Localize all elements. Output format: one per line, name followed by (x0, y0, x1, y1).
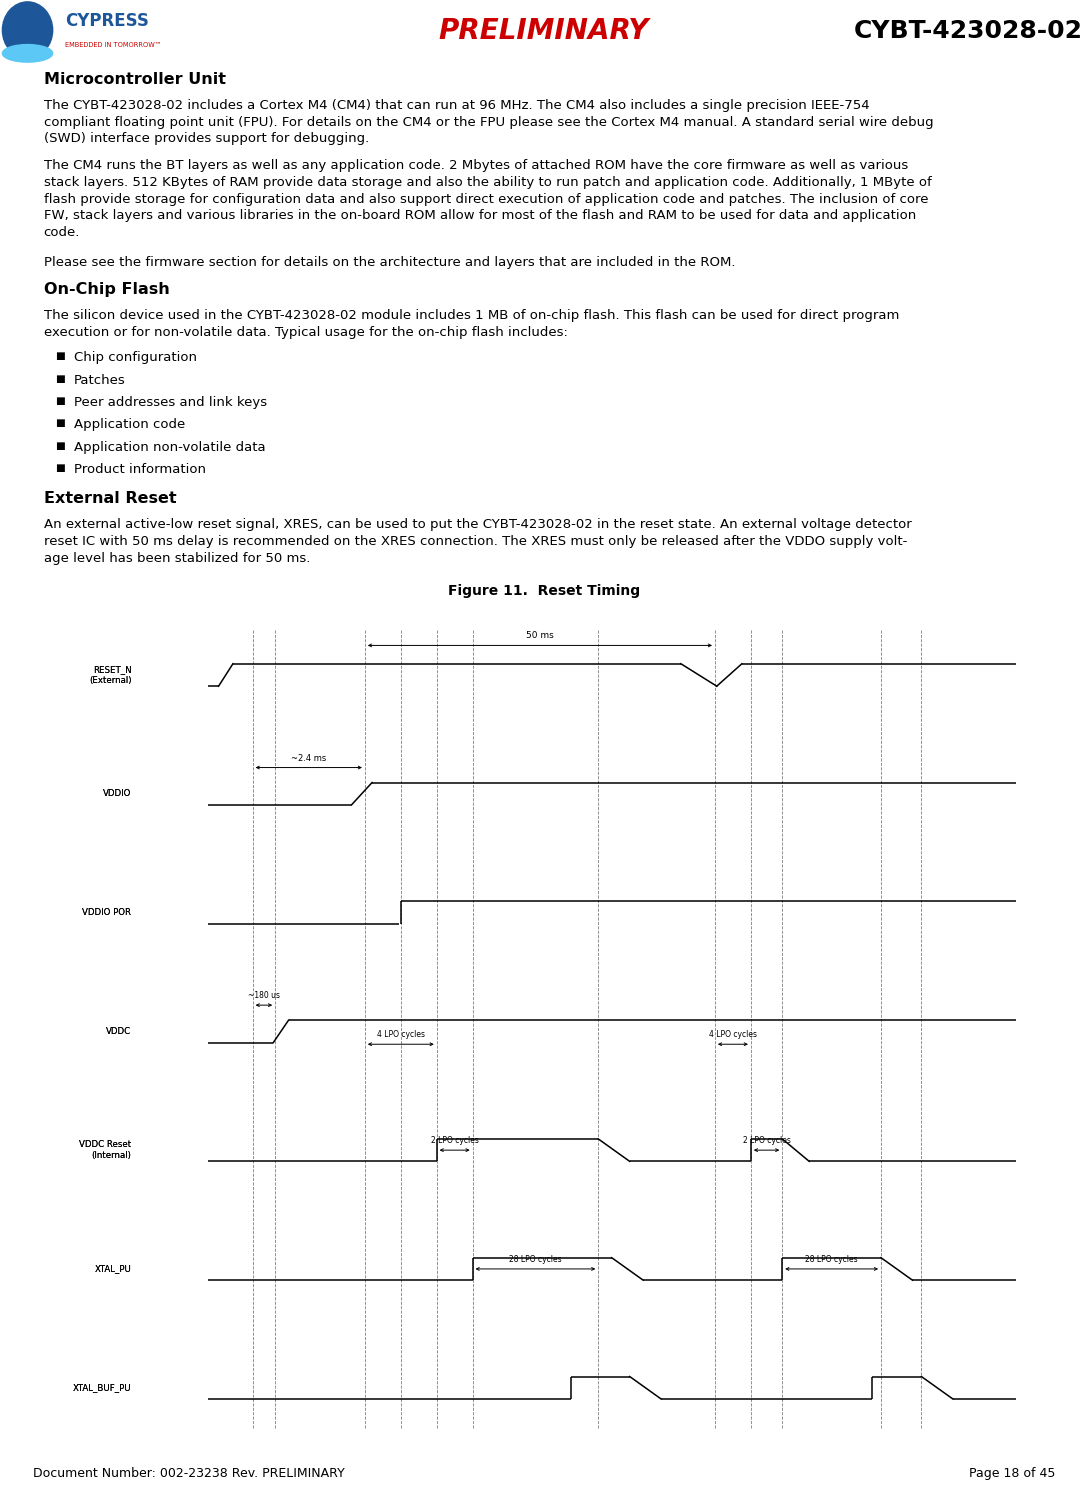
Text: 50 ms: 50 ms (526, 630, 554, 639)
Text: VDDC Reset
(Internal): VDDC Reset (Internal) (79, 1140, 132, 1159)
Text: VDDC: VDDC (107, 1026, 132, 1035)
Text: The CYBT-423028-02 includes a Cortex M4 (CM4) that can run at 96 MHz. The CM4 al: The CYBT-423028-02 includes a Cortex M4 … (44, 99, 934, 145)
Text: Page 18 of 45: Page 18 of 45 (969, 1467, 1055, 1481)
Text: ■: ■ (55, 351, 65, 362)
Text: External Reset: External Reset (44, 492, 176, 506)
Text: Application non-volatile data: Application non-volatile data (74, 441, 265, 454)
Text: Application code: Application code (74, 418, 185, 432)
Ellipse shape (2, 45, 52, 63)
Text: 28 LPO cycles: 28 LPO cycles (509, 1255, 561, 1264)
Text: VDDC: VDDC (107, 1026, 132, 1035)
Text: CYPRESS: CYPRESS (64, 12, 148, 30)
Text: ■: ■ (55, 418, 65, 429)
Text: Microcontroller Unit: Microcontroller Unit (44, 72, 225, 87)
Text: Please see the firmware section for details on the architecture and layers that : Please see the firmware section for deta… (44, 255, 735, 269)
Text: RESET_N
(External): RESET_N (External) (89, 665, 132, 684)
Text: Figure 11.  Reset Timing: Figure 11. Reset Timing (448, 584, 640, 598)
Text: 2 LPO cycles: 2 LPO cycles (431, 1135, 479, 1144)
Text: XTAL_BUF_PU: XTAL_BUF_PU (73, 1383, 132, 1392)
Text: XTAL_PU: XTAL_PU (95, 1264, 132, 1273)
Text: ■: ■ (55, 463, 65, 474)
Text: The CM4 runs the BT layers as well as any application code. 2 Mbytes of attached: The CM4 runs the BT layers as well as an… (44, 158, 931, 239)
Text: 2 LPO cycles: 2 LPO cycles (743, 1135, 791, 1144)
Text: PRELIMINARY: PRELIMINARY (438, 18, 650, 45)
Text: 4 LPO cycles: 4 LPO cycles (709, 1031, 757, 1040)
Text: 28 LPO cycles: 28 LPO cycles (805, 1255, 858, 1264)
Text: VDDIO: VDDIO (103, 789, 132, 798)
Ellipse shape (2, 1, 52, 58)
Text: The silicon device used in the CYBT-423028-02 module includes 1 MB of on-chip fl: The silicon device used in the CYBT-4230… (44, 309, 899, 339)
Text: An external active-low reset signal, XRES, can be used to put the CYBT-423028-02: An external active-low reset signal, XRE… (44, 518, 912, 565)
Text: VDDIO POR: VDDIO POR (83, 908, 132, 917)
Text: VDDC Reset
(Internal): VDDC Reset (Internal) (79, 1140, 132, 1159)
Text: 4 LPO cycles: 4 LPO cycles (376, 1031, 424, 1040)
Text: On-Chip Flash: On-Chip Flash (44, 282, 170, 297)
Text: XTAL_PU: XTAL_PU (95, 1264, 132, 1273)
Text: CYBT-423028-02: CYBT-423028-02 (854, 19, 1084, 43)
Text: VDDIO: VDDIO (103, 789, 132, 798)
Text: ■: ■ (55, 374, 65, 384)
Text: ■: ■ (55, 396, 65, 406)
Text: Document Number: 002-23238 Rev. PRELIMINARY: Document Number: 002-23238 Rev. PRELIMIN… (33, 1467, 345, 1481)
Text: ~2.4 ms: ~2.4 ms (292, 753, 326, 762)
Text: RESET_N
(External): RESET_N (External) (89, 665, 132, 684)
Text: ■: ■ (55, 441, 65, 451)
Text: XTAL_BUF_PU: XTAL_BUF_PU (73, 1383, 132, 1392)
Text: Peer addresses and link keys: Peer addresses and link keys (74, 396, 267, 409)
Text: Patches: Patches (74, 374, 125, 387)
Text: VDDIO POR: VDDIO POR (83, 908, 132, 917)
Text: ~180 us: ~180 us (248, 991, 280, 999)
Text: Product information: Product information (74, 463, 206, 477)
Text: EMBEDDED IN TOMORROW™: EMBEDDED IN TOMORROW™ (64, 42, 161, 48)
Text: Chip configuration: Chip configuration (74, 351, 197, 365)
